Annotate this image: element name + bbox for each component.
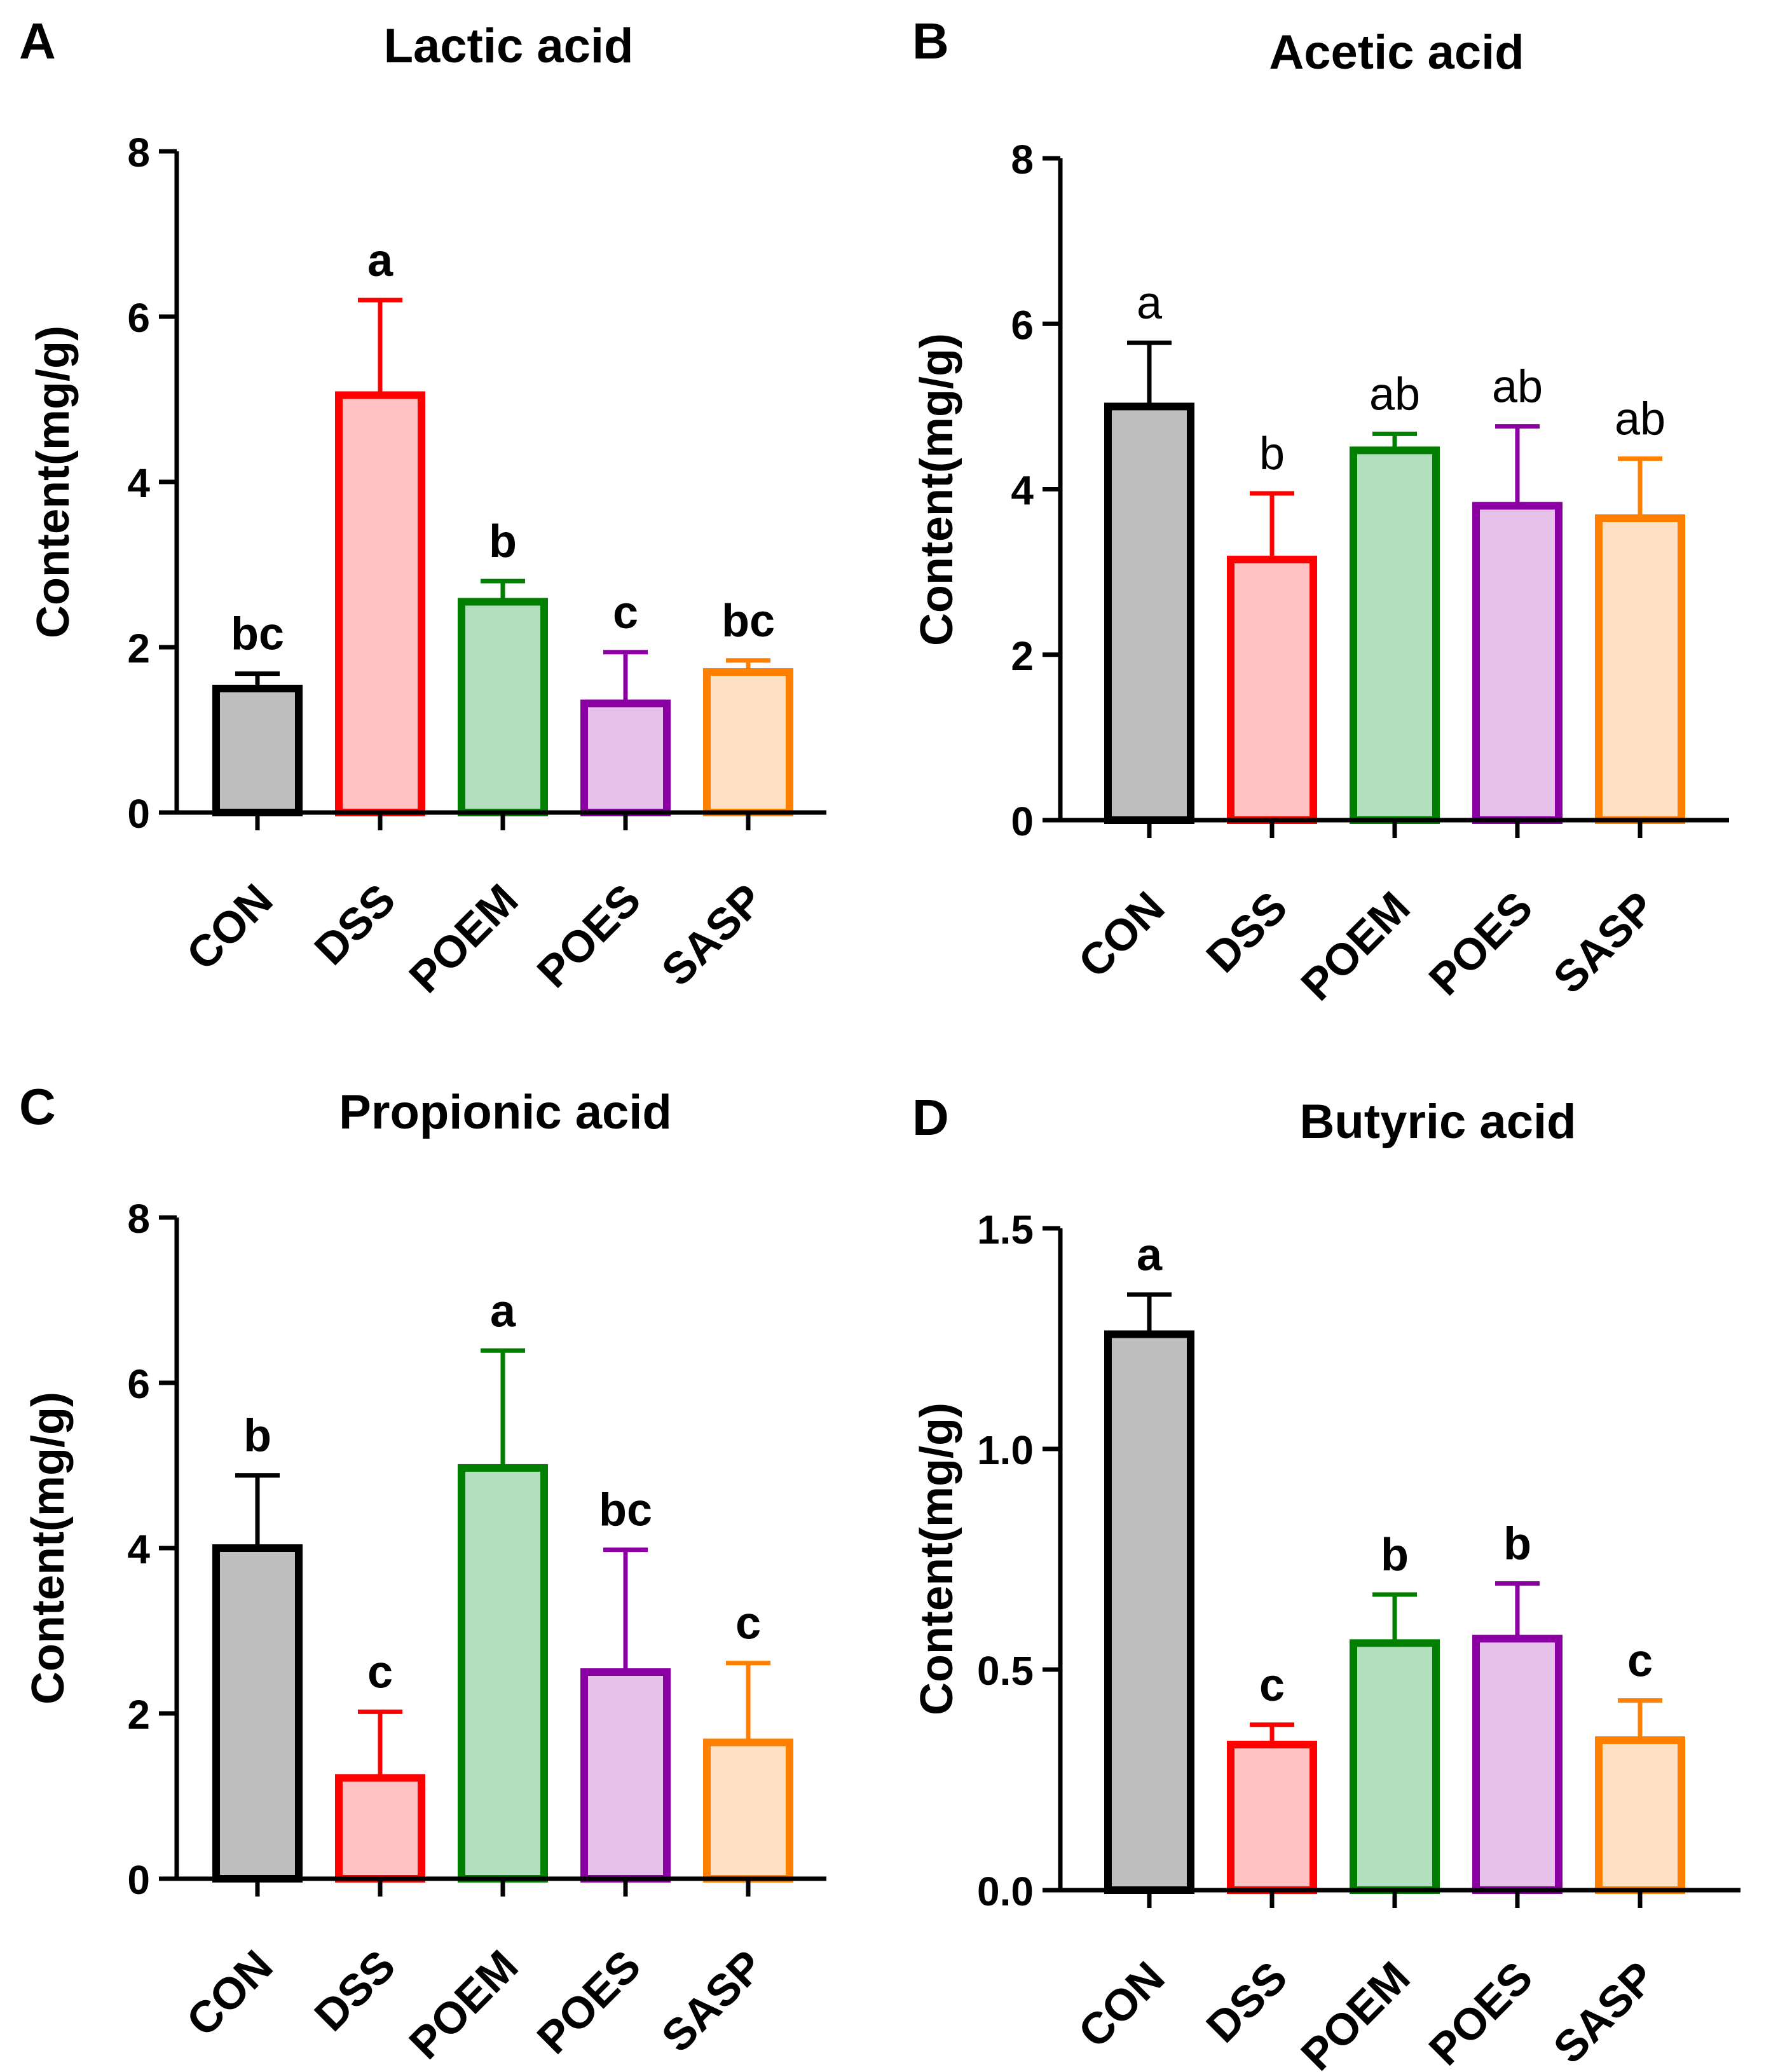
panel-letter: B — [912, 13, 949, 69]
y-tick-label: 0.0 — [977, 1869, 1034, 1914]
y-tick-label: 1.0 — [977, 1427, 1034, 1473]
significance-label: a — [490, 1286, 516, 1336]
bar-sasp — [703, 668, 793, 816]
panel-letter: A — [19, 13, 56, 69]
y-tick-label: 0 — [127, 791, 150, 837]
y-tick-label: 2 — [127, 1692, 150, 1738]
y-tick-label: 0.5 — [977, 1648, 1034, 1694]
chart-title: Butyric acid — [1299, 1095, 1576, 1149]
significance-label: bc — [599, 1485, 652, 1536]
bar-poem — [1350, 446, 1440, 824]
y-tick-label: 4 — [127, 460, 150, 506]
y-tick-label: 4 — [127, 1527, 150, 1572]
bar-con — [212, 1544, 303, 1883]
bar-poem — [458, 1464, 548, 1883]
bar-poes — [580, 1668, 671, 1883]
x-tick-label: CON — [1069, 1952, 1173, 2057]
significance-label: b — [1381, 1530, 1409, 1581]
y-axis-label: Content(mg/g) — [912, 1403, 962, 1715]
y-tick-label: 6 — [127, 1361, 150, 1407]
significance-label: c — [367, 1647, 393, 1698]
bar-dss — [335, 391, 425, 816]
significance-label: bc — [231, 609, 284, 660]
bar-sasp — [1595, 1736, 1685, 1895]
panel-letter: C — [19, 1078, 56, 1135]
bar-con — [212, 685, 303, 816]
chart-panel-c: C Propionic acid Content(mg/g) b CON c DSS a POE… — [19, 1078, 826, 2068]
bar-con — [1104, 402, 1194, 824]
y-axis-label: Content(mg/g) — [23, 1392, 74, 1705]
x-tick-label: SASP — [652, 1940, 773, 2061]
y-tick-label: 6 — [1011, 302, 1034, 348]
x-tick-label: POES — [1419, 882, 1542, 1005]
x-tick-label: DSS — [305, 1940, 405, 2040]
x-tick-label: CON — [177, 1940, 282, 2045]
y-tick-label: 2 — [127, 626, 150, 671]
y-tick-label: 1.5 — [977, 1207, 1034, 1252]
y-tick-label: 8 — [127, 1196, 150, 1242]
chart-title: Propionic acid — [339, 1085, 672, 1139]
chart-panel-b: B Acetic acid Content(mg/g) a CON b DSS ab POEM a… — [912, 13, 1729, 1010]
y-tick-label: 6 — [127, 295, 150, 341]
x-tick-label: POEM — [400, 1940, 528, 2068]
significance-label: b — [1503, 1519, 1531, 1570]
significance-label: b — [489, 516, 517, 567]
x-tick-label: POES — [528, 1940, 650, 2063]
x-tick-label: POEM — [1292, 1952, 1419, 2072]
significance-label: ab — [1369, 369, 1420, 420]
x-tick-label: POES — [1419, 1952, 1542, 2072]
significance-label: c — [613, 587, 638, 638]
x-tick-label: DSS — [305, 874, 405, 974]
chart-panel-d: D Butyric acid Content(mg/g) a CON c DSS b POEM b… — [912, 1089, 1741, 2072]
y-tick-label: 8 — [127, 130, 150, 175]
significance-label: a — [1137, 1230, 1163, 1280]
x-tick-label: POEM — [400, 874, 528, 1002]
bar-sasp — [703, 1738, 793, 1883]
significance-label: ab — [1615, 394, 1665, 444]
bar-sasp — [1595, 514, 1685, 824]
panel-letter: D — [912, 1089, 949, 1146]
significance-label: a — [1137, 278, 1163, 329]
significance-label: b — [243, 1411, 271, 1462]
bar-poem — [1350, 1639, 1440, 1895]
bar-poes — [580, 699, 671, 817]
x-tick-label: CON — [177, 874, 282, 979]
bar-dss — [335, 1774, 425, 1883]
x-tick-label: SASP — [1544, 882, 1665, 1003]
chart-panel-a: A Lactic acid Content(mg/g) bc CON a DSS b POEM c… — [19, 13, 826, 1002]
x-tick-label: SASP — [1544, 1952, 1665, 2072]
x-tick-label: POEM — [1292, 882, 1419, 1010]
chart-title: Lactic acid — [384, 19, 634, 73]
bar-con — [1104, 1330, 1194, 1895]
significance-label: ab — [1492, 362, 1543, 413]
bar-poes — [1472, 502, 1563, 825]
y-tick-label: 8 — [1011, 137, 1034, 182]
significance-label: c — [735, 1598, 761, 1649]
bar-dss — [1227, 556, 1317, 824]
x-tick-label: DSS — [1197, 1952, 1297, 2052]
bar-poem — [458, 598, 548, 816]
x-tick-label: POES — [528, 874, 650, 997]
significance-label: b — [1259, 429, 1285, 479]
y-axis-label: Content(mg/g) — [912, 333, 962, 646]
y-tick-label: 0 — [127, 1857, 150, 1903]
chart-title: Acetic acid — [1269, 25, 1524, 79]
bar-dss — [1227, 1740, 1317, 1894]
x-tick-label: DSS — [1197, 882, 1297, 982]
y-tick-label: 4 — [1011, 468, 1034, 514]
y-tick-label: 2 — [1011, 633, 1034, 679]
y-tick-label: 0 — [1011, 799, 1034, 844]
x-tick-label: CON — [1069, 882, 1173, 987]
significance-label: bc — [722, 596, 775, 647]
significance-label: c — [1627, 1636, 1653, 1687]
x-tick-label: SASP — [652, 874, 773, 995]
y-axis-label: Content(mg/g) — [28, 326, 79, 638]
significance-label: a — [367, 235, 393, 286]
significance-label: c — [1259, 1660, 1285, 1711]
bar-poes — [1472, 1635, 1563, 1894]
